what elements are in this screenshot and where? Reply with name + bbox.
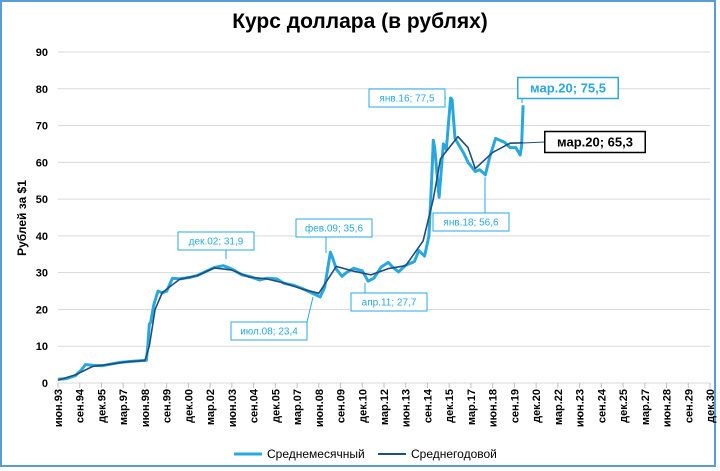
x-tick-label: сен.29 — [683, 389, 695, 423]
label-box — [432, 212, 510, 232]
leader-line — [522, 141, 545, 144]
data-label-text: мар.20; 75,5 — [530, 81, 606, 96]
x-axis: июн.93 сен.94 дек.95 мар.97 июн.98 сен.99 дек.… — [53, 383, 717, 427]
series-lines — [57, 96, 525, 381]
x-tick-label: мар.17 — [466, 389, 478, 425]
x-tick-label: дек.05 — [270, 389, 282, 423]
data-label-text: апр.11; 27,7 — [362, 298, 417, 309]
y-tick-label: 10 — [36, 341, 48, 353]
x-tick-label: мар.12 — [379, 389, 391, 425]
x-tick-label: июн.98 — [140, 389, 152, 427]
legend: Среднемесячный Среднегодовой — [234, 447, 497, 461]
x-tick-label: дек.00 — [183, 389, 195, 423]
x-tick-label: сен.94 — [75, 388, 87, 423]
y-axis-label: Рублей за $1 — [15, 180, 29, 256]
x-tick-label: июн.28 — [662, 389, 674, 427]
legend-label: Среднемесячный — [267, 447, 365, 461]
x-tick-label: сен.04 — [249, 388, 261, 423]
x-tick-label: июн.13 — [401, 389, 413, 427]
leader-line — [306, 296, 314, 323]
x-tick-label: сен.19 — [509, 389, 521, 423]
x-tick-label: мар.22 — [553, 389, 565, 425]
data-label-text: янв.18; 56,6 — [443, 218, 499, 229]
x-tick-label: дек.30 — [705, 389, 717, 423]
data-label: дек.02; 31,9 — [177, 231, 255, 259]
x-tick-label: сен.24 — [596, 388, 608, 423]
y-tick-label: 90 — [36, 47, 48, 59]
data-label: мар.20; 75,5 — [517, 76, 619, 103]
chart-title: Курс доллара (в рублях) — [232, 10, 488, 33]
x-tick-label: сен.09 — [336, 389, 348, 423]
x-tick-label: июн.08 — [314, 389, 326, 427]
label-box — [517, 76, 619, 100]
y-tick-label: 50 — [36, 194, 48, 206]
x-tick-label: дек.25 — [618, 389, 630, 423]
y-tick-label: 40 — [36, 231, 48, 243]
x-tick-label: дек.10 — [357, 389, 369, 423]
data-label: апр.11; 27,7 — [350, 283, 428, 312]
legend-item: Среднемесячный — [234, 447, 365, 461]
y-tick-label: 20 — [36, 304, 48, 316]
x-tick-label: июн.03 — [227, 389, 239, 427]
label-box — [177, 231, 255, 251]
legend-label: Среднегодовой — [411, 447, 497, 461]
label-box — [544, 130, 646, 154]
annotations: дек.02; 31,9 июл.08; 23,4 фев.09; 35,6 апр.… — [177, 76, 646, 341]
data-label-text: дек.02; 31,9 — [189, 237, 244, 248]
y-tick-label: 60 — [36, 157, 48, 169]
x-tick-label: июн.18 — [488, 389, 500, 427]
label-box — [368, 88, 446, 108]
y-axis: 0 10 20 30 40 50 60 70 80 90 — [36, 47, 48, 390]
x-tick-label: июн.23 — [575, 389, 587, 427]
data-label: янв.16; 77,5 — [368, 88, 446, 108]
label-box — [350, 292, 428, 312]
data-label: июл.08; 23,4 — [230, 296, 314, 341]
data-label: фев.09; 35,6 — [295, 218, 373, 253]
x-tick-label: июн.93 — [53, 389, 65, 427]
data-label-text: мар.20; 65,3 — [557, 135, 633, 150]
x-tick-label: мар.02 — [205, 389, 217, 425]
data-label-text: июл.08; 23,4 — [240, 327, 298, 338]
data-label-text: янв.16; 77,5 — [379, 94, 435, 105]
label-box — [295, 218, 373, 238]
y-tick-label: 70 — [36, 121, 48, 133]
x-tick-label: мар.97 — [118, 389, 130, 425]
x-tick-label: мар.27 — [640, 389, 652, 425]
series-line-yearly — [57, 135, 524, 381]
data-label: янв.18; 56,6 — [432, 177, 510, 232]
data-label-text: фев.09; 35,6 — [305, 223, 363, 235]
series-line-monthly — [57, 96, 525, 381]
y-tick-label: 30 — [36, 268, 48, 280]
x-tick-label: сен.14 — [422, 388, 434, 423]
y-tick-label: 80 — [36, 84, 48, 96]
legend-item: Среднегодовой — [378, 447, 497, 461]
data-label: мар.20; 65,3 — [522, 130, 646, 154]
x-tick-label: дек.20 — [531, 389, 543, 423]
x-tick-label: сен.99 — [162, 389, 174, 423]
y-tick-label: 0 — [42, 378, 48, 390]
label-box — [230, 321, 308, 341]
x-tick-label: мар.07 — [292, 389, 304, 425]
x-tick-label: дек.95 — [96, 389, 108, 423]
x-tick-label: дек.15 — [444, 389, 456, 423]
